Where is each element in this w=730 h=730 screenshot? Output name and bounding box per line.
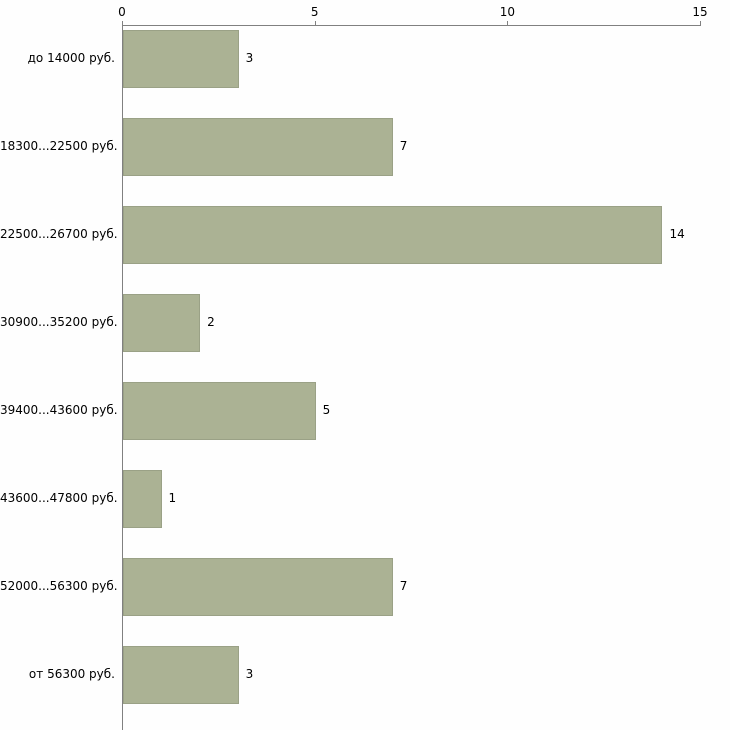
x-tick-label: 10: [499, 5, 515, 19]
bar-value-label: 1: [168, 491, 177, 505]
category-label: до 14000 руб.: [27, 51, 115, 65]
bar: [123, 646, 239, 704]
bar-value-label: 3: [245, 667, 254, 681]
category-label: 18300...22500 руб.: [0, 139, 118, 153]
x-axis: [122, 25, 701, 26]
bar: [123, 206, 663, 264]
bar: [123, 382, 316, 440]
bar-value-label: 7: [399, 139, 408, 153]
x-axis-tick: [507, 21, 509, 25]
category-label: от 56300 руб.: [28, 667, 115, 681]
category-label: 43600...47800 руб.: [0, 491, 118, 505]
category-label: 30900...35200 руб.: [0, 315, 118, 329]
category-label: 52000...56300 руб.: [0, 579, 118, 593]
category-label: 22500...26700 руб.: [0, 227, 118, 241]
bar: [123, 118, 393, 176]
bar-value-label: 3: [245, 51, 254, 65]
bar-value-label: 14: [669, 227, 685, 241]
bar: [123, 558, 393, 616]
bar: [123, 470, 162, 528]
x-axis-tick: [700, 21, 701, 25]
x-tick-label: 15: [692, 5, 708, 19]
category-label: 39400...43600 руб.: [0, 403, 118, 417]
bar-value-label: 7: [399, 579, 408, 593]
bar: [123, 294, 201, 352]
x-tick-label: 5: [310, 5, 319, 19]
bar-value-label: 2: [207, 315, 215, 329]
bar-value-label: 5: [322, 403, 331, 417]
x-axis-tick: [122, 21, 123, 25]
x-tick-label: 0: [118, 5, 126, 19]
x-axis-tick: [314, 21, 316, 25]
bar: [123, 30, 239, 88]
y-axis: [122, 25, 123, 730]
